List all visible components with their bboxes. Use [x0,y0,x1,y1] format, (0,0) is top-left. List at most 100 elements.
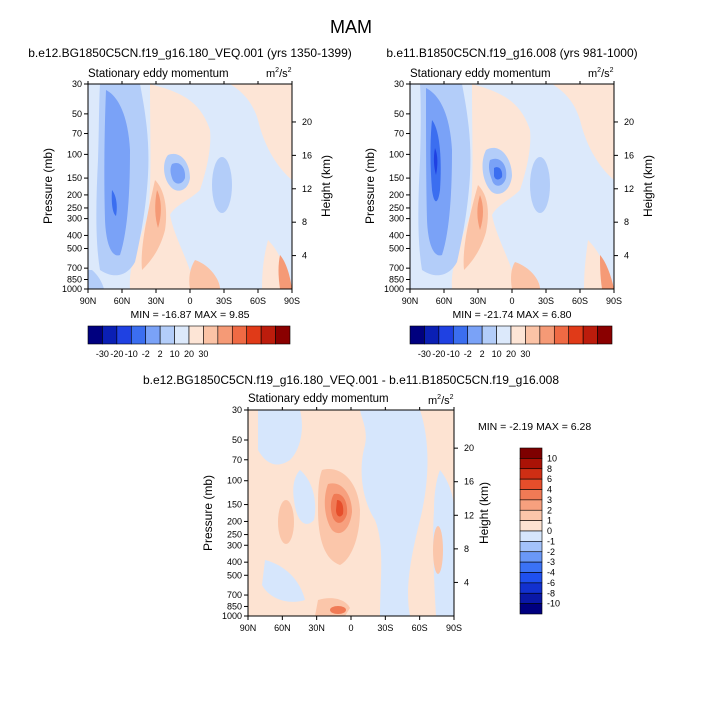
height-tick-label: 20 [464,443,474,453]
contour-field [410,84,614,289]
x-tick-label: 0 [509,296,514,306]
colorbar-label: -10 [547,599,560,609]
y-tick-label: 30 [232,405,242,415]
colorbar-swatch [568,325,584,345]
colorbar-label: -6 [547,578,555,588]
colorbar-label: 20 [506,349,516,359]
y-tick-label: 1000 [222,611,242,621]
colorbar-swatch [481,325,497,345]
x-tick-label: 90N [240,623,257,633]
colorbar-label: 4 [547,485,552,495]
y-tick-label: 50 [394,109,404,119]
x-tick-label: 60N [436,296,453,306]
height-tick-label: 12 [624,184,634,194]
x-tick-label: 30S [216,296,232,306]
colorbar-label: -10 [125,349,138,359]
colorbar-swatch [597,325,613,345]
colorbar-swatch [519,458,543,470]
colorbar-label: -30 [96,349,109,359]
x-tick-label: 30N [148,296,165,306]
height-tick-label: 4 [302,251,307,261]
y-tick-label: 200 [389,190,404,200]
x-tick-label: 60N [274,623,291,633]
x-tick-label: 30N [308,623,325,633]
y-axis-right-label: Height (km) [319,155,333,217]
panel-top-left: b.e12.BG1850C5CN.f19_g16.180_VEQ.001 (yr… [28,46,352,359]
colorbar-label: -1 [547,536,555,546]
colorbar-swatch [275,325,291,345]
y-tick-label: 100 [389,149,404,159]
y-tick-label: 300 [67,214,82,224]
height-tick-label: 20 [302,117,312,127]
colorbar-swatch [496,325,512,345]
x-tick-label: 90N [402,296,419,306]
colorbar-swatch [519,541,543,553]
colorbar-swatch [519,582,543,594]
colorbar-swatch [519,499,543,511]
y-axis-right-label: Height (km) [477,482,491,544]
panel-subtitle: Stationary eddy momentum [248,393,389,405]
y-tick-label: 50 [232,435,242,445]
y-axis-label: Pressure (mb) [363,148,377,224]
colorbar-swatch [438,325,454,345]
colorbar-label: 2 [547,505,552,515]
x-tick-label: 0 [348,623,353,633]
height-tick-label: 8 [302,217,307,227]
stats-label: MIN = -21.74 MAX = 6.80 [452,309,571,321]
colorbar-swatch [102,325,118,345]
y-tick-label: 700 [67,263,82,273]
height-tick-label: 16 [624,150,634,160]
panel-top-right: b.e11.B1850C5CN.f19_g16.008 (yrs 981-100… [363,46,655,359]
height-tick-label: 20 [624,117,634,127]
figure-title: MAM [330,17,372,37]
x-tick-label: 30N [470,296,487,306]
unit-label: m2/s2 [428,394,454,407]
y-tick-label: 500 [227,570,242,580]
y-axis-right-label: Height (km) [641,155,655,217]
axes: 90N 60N 30N 0 30S 60S 90S 30 50 70 100 150 200 250300… [62,79,312,306]
panel-title: b.e11.B1850C5CN.f19_g16.008 (yrs 981-100… [386,46,637,60]
y-axis-label: Pressure (mb) [201,475,215,551]
x-tick-label: 60N [114,296,131,306]
unit-label: m2/s2 [266,67,292,80]
colorbar-swatch [246,325,262,345]
panel-title: b.e12.BG1850C5CN.f19_g16.180_VEQ.001 (yr… [28,46,352,60]
colorbar-label: -8 [547,588,555,598]
colorbar-swatch [260,325,276,345]
colorbar-swatch [519,489,543,501]
colorbar-swatch [174,325,190,345]
y-tick-label: 150 [67,173,82,183]
y-tick-label: 70 [232,455,242,465]
y-tick-label: 70 [394,129,404,139]
colorbar-swatch [217,325,233,345]
colorbar-label: 2 [158,349,163,359]
colorbar-label: -4 [547,568,555,578]
colorbar-label: 30 [520,349,530,359]
x-tick-label: 90N [80,296,97,306]
x-tick-label: 60S [250,296,266,306]
colorbar-swatch [188,325,204,345]
colorbar: -30 -20 -10 -2 2 10 20 30 [409,325,613,359]
height-tick-label: 8 [624,217,629,227]
y-tick-label: 200 [67,190,82,200]
colorbar-swatch [525,325,541,345]
height-tick-label: 12 [464,510,474,520]
y-tick-label: 30 [394,79,404,89]
colorbar-swatch [539,325,555,345]
colorbar-swatch [519,592,543,604]
colorbar-swatch [452,325,469,345]
height-tick-label: 12 [302,184,312,194]
y-tick-label: 400 [67,230,82,240]
panel-subtitle: Stationary eddy momentum [88,68,229,80]
panel-difference: b.e12.BG1850C5CN.f19_g16.180_VEQ.001 - b… [143,373,591,633]
colorbar-swatch [203,325,219,345]
colorbar-label: 10 [547,453,557,463]
contour-field [88,84,292,289]
y-tick-label: 250 [227,530,242,540]
colorbar-swatch [519,520,543,532]
height-tick-label: 16 [302,150,312,160]
x-tick-label: 90S [446,623,462,633]
y-tick-label: 250 [389,203,404,213]
y-tick-label: 850 [227,601,242,611]
